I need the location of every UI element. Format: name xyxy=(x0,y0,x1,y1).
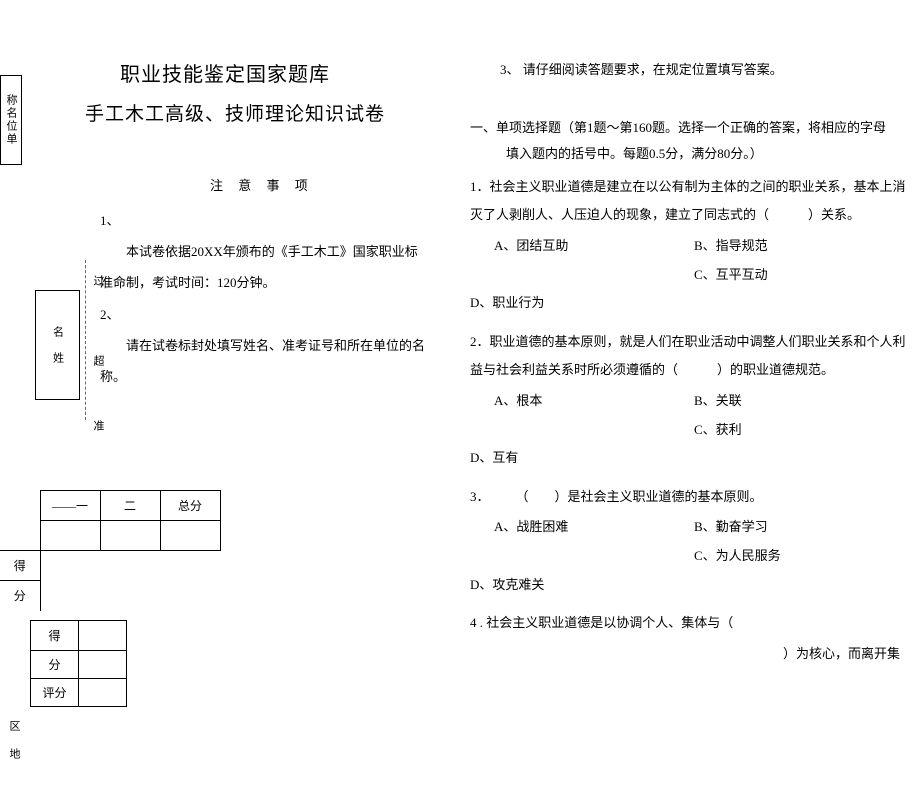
small-r2: 分 xyxy=(31,651,79,679)
unit-name-label: 称名位单 xyxy=(3,94,19,146)
notice-title: 注 意 事 项 xyxy=(210,175,314,194)
q3-b: B、勤奋学习 xyxy=(694,513,768,542)
opt-row: A、根本 B、关联 xyxy=(494,387,910,416)
question-1: 1．社会主义职业道德是建立在以公有制为主体的之间的职业关系，基本上消灭了人剥削人… xyxy=(470,173,910,230)
table-row: 分 xyxy=(0,581,220,611)
question-4-p1: 4 . 社会主义职业道德是以协调个人、集体与（ xyxy=(470,609,910,638)
cell xyxy=(40,521,100,551)
opt-row: A、战胜困难 B、勤奋学习 xyxy=(494,513,910,542)
table-row: 分 xyxy=(31,651,127,679)
dashed-line xyxy=(85,260,86,420)
q1-a: A、团结互助 xyxy=(494,232,694,261)
row-label-2: 分 xyxy=(0,581,40,611)
notice-2-num: 2、 xyxy=(100,299,430,330)
empty xyxy=(494,416,694,445)
col-2: 二 xyxy=(100,491,160,521)
notice-3-num: 3、 xyxy=(500,62,520,77)
sub-title: 手工木工高级、技师理论知识试卷 xyxy=(85,100,405,130)
col-3: 总分 xyxy=(160,491,220,521)
notice-1-text: 本试卷依据20XX年颁布的《手工木工》国家职业标准命制，考试时间：120分钟。 xyxy=(100,236,430,298)
cell xyxy=(160,521,220,551)
cell xyxy=(79,621,127,651)
q2-c: C、获利 xyxy=(694,416,742,445)
question-2: 2．职业道德的基本原则，就是人们在职业活动中调整人们职业关系和个人利益与社会利益… xyxy=(470,328,910,385)
table-row: 得 xyxy=(31,621,127,651)
notice-3: 3、 请仔细阅读答题要求，在规定位置填写答案。 xyxy=(470,55,910,85)
left-column: 称名位单 名 姓 过 超 准 职业技能鉴定国家题库 手工木工高级、技师理论知识试… xyxy=(0,0,460,787)
opt-row: C、为人民服务 xyxy=(494,542,910,571)
notice-2-text: 请在试卷标封处填写姓名、准考证号和所在单位的名称。 xyxy=(100,330,430,392)
empty-cell xyxy=(0,491,40,551)
q1-b: B、指导规范 xyxy=(694,232,768,261)
cell xyxy=(40,551,220,581)
table-row: ——一 二 总分 xyxy=(0,491,220,521)
opt-row: C、互平互动 xyxy=(494,261,910,290)
opt-row: A、团结互助 B、指导规范 xyxy=(494,232,910,261)
q2-d: D、互有 xyxy=(470,444,910,473)
q1-d: D、职业行为 xyxy=(470,289,910,318)
question-3: 3． （ ）是社会主义职业道德的基本原则。 xyxy=(470,483,910,512)
notice-3-text: 请仔细阅读答题要求，在规定位置填写答案。 xyxy=(523,62,783,77)
question-4-p2: ）为核心，而离开集 xyxy=(470,640,910,669)
right-column: 3、 请仔细阅读答题要求，在规定位置填写答案。 一、单项选择题（第1题～第160… xyxy=(470,0,910,787)
name-label: 名 姓 xyxy=(50,326,66,365)
table-row: 评分 xyxy=(31,679,127,707)
main-title: 职业技能鉴定国家题库 xyxy=(120,58,330,87)
row-label-1: 得 xyxy=(0,551,40,581)
q3-options: A、战胜困难 B、勤奋学习 C、为人民服务 xyxy=(470,513,910,570)
small-r3: 评分 xyxy=(31,679,79,707)
q3-a: A、战胜困难 xyxy=(494,513,694,542)
empty xyxy=(494,542,694,571)
q1-c: C、互平互动 xyxy=(694,261,768,290)
cell xyxy=(79,651,127,679)
q2-a: A、根本 xyxy=(494,387,694,416)
opt-row: C、获利 xyxy=(494,416,910,445)
unit-name-box: 称名位单 xyxy=(0,75,22,165)
section-line2: 填入题内的括号中。每题0.5分，满分80分。） xyxy=(470,141,910,167)
dash-bot-label: 准 xyxy=(90,420,106,431)
cell xyxy=(100,521,160,551)
q2-b: B、关联 xyxy=(694,387,742,416)
cell xyxy=(40,581,220,611)
empty xyxy=(494,261,694,290)
q3-d: D、攻克难关 xyxy=(470,571,910,600)
q3-c: C、为人民服务 xyxy=(694,542,781,571)
q1-options: A、团结互助 B、指导规范 C、互平互动 xyxy=(470,232,910,289)
section-title: 一、单项选择题（第1题～第160题。选择一个正确的答案，将相应的字母 填入题内的… xyxy=(470,115,910,167)
table-row: 得 xyxy=(0,551,220,581)
name-box: 名 姓 xyxy=(35,290,80,400)
notice-1-num: 1、 xyxy=(100,205,430,236)
small-r1: 得 xyxy=(31,621,79,651)
col-1: ——一 xyxy=(40,491,100,521)
q2-options: A、根本 B、关联 C、获利 xyxy=(470,387,910,444)
region-label: 区 地 xyxy=(0,720,22,762)
score-table: ——一 二 总分 得 分 xyxy=(0,490,221,611)
section-line1: 一、单项选择题（第1题～第160题。选择一个正确的答案，将相应的字母 xyxy=(470,115,910,141)
cell xyxy=(79,679,127,707)
notice-body: 1、 本试卷依据20XX年颁布的《手工木工》国家职业标准命制，考试时间：120分… xyxy=(100,205,430,392)
small-score-table: 得 分 评分 xyxy=(30,620,127,707)
